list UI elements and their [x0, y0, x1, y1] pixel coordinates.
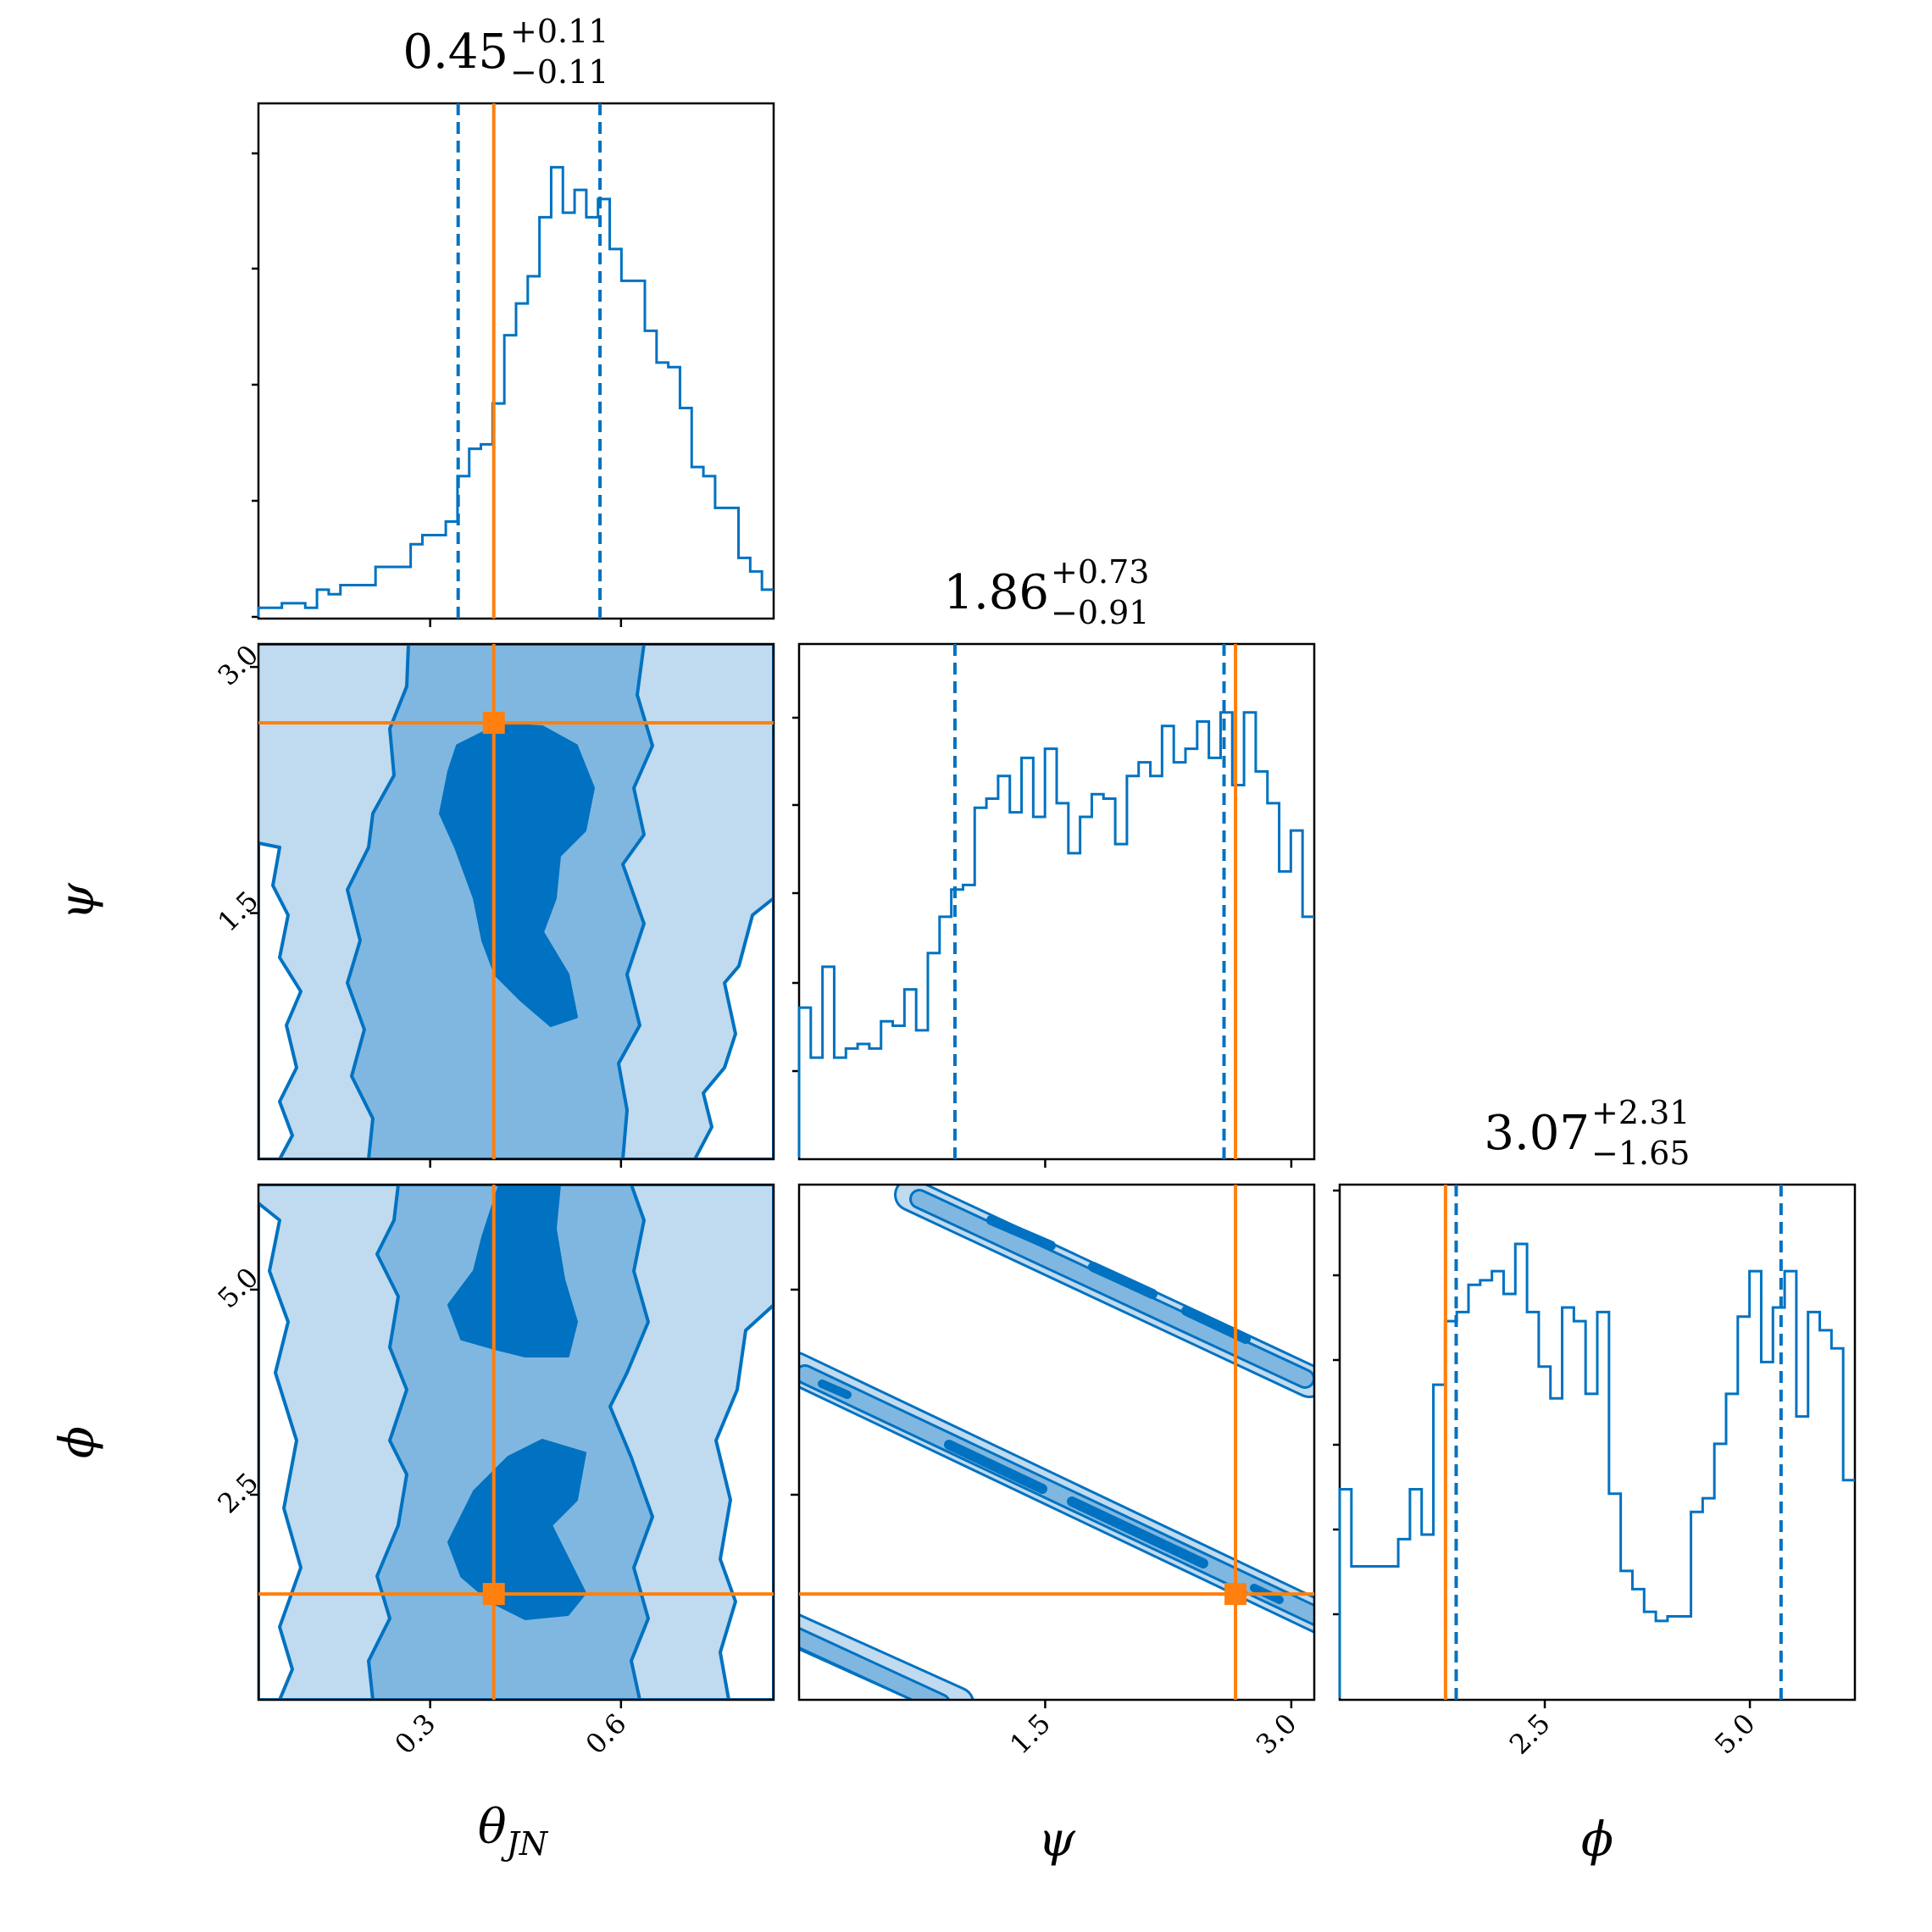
band-lower: [799, 1613, 974, 1700]
ytick-label: 2.5: [211, 1466, 264, 1519]
xtick-label: 2.5: [1503, 1707, 1557, 1761]
contour-gap-right: [714, 1303, 774, 1700]
xlabel-theta-jn-main: θ: [478, 1800, 507, 1855]
title-phi-plus: +2.31: [1591, 1094, 1690, 1131]
xlabel-theta-jn: θJN: [478, 1800, 549, 1863]
ylabel-psi: ψ: [50, 882, 105, 920]
xticks-phi-theta-jn: 0.3 0.6: [388, 1700, 633, 1761]
contour-level-3: [439, 723, 595, 1027]
xticks-phi-psi: 1.5 3.0: [1003, 1700, 1303, 1761]
xtick-label: 3.0: [1250, 1707, 1303, 1761]
histogram-theta-jn: [257, 103, 774, 619]
contour-gap-left: [258, 1202, 303, 1700]
title-psi-plus: +0.73: [1051, 553, 1149, 591]
band-upper: [894, 1185, 1314, 1398]
title-phi-median: 3.07: [1484, 1106, 1590, 1161]
yticks-phi-theta-jn: 2.5 5.0: [211, 1261, 264, 1519]
panel-hist-theta-jn: 0.45 +0.11 −0.11: [252, 13, 775, 627]
title-psi-median: 1.86: [943, 565, 1049, 620]
panel-hist-psi: 1.86 +0.73 −0.91: [792, 553, 1316, 1168]
ytick-label: 3.0: [211, 639, 264, 692]
truth-marker: [482, 711, 505, 734]
xtick-label: 0.6: [580, 1707, 633, 1761]
hist-xticks-psi: [1044, 1159, 1293, 1168]
title-phi-minus: −1.65: [1591, 1135, 1690, 1172]
xtick-label: 1.5: [1003, 1707, 1057, 1761]
histogram-phi: [1338, 1185, 1855, 1700]
hist-step-psi: [797, 711, 1314, 1158]
xtick-label: 0.3: [388, 1707, 441, 1761]
contour-level-3-upper: [447, 1185, 578, 1357]
histogram-psi: [797, 644, 1314, 1159]
contours-phi-theta-jn: [258, 1185, 774, 1700]
hist-frame-phi: [1338, 1183, 1857, 1702]
yticks-phi-psi: [791, 1288, 799, 1496]
ylabel-phi: ϕ: [50, 1426, 105, 1458]
contours-psi-theta-jn: [258, 644, 774, 1159]
frame-psi-theta-jn: [257, 642, 775, 1161]
truth-lines-phi-theta-jn: [258, 1185, 774, 1700]
hist-xticks-theta-jn: [429, 619, 623, 627]
panel-2d-psi-theta-jn: 1.5 3.0: [211, 639, 775, 1168]
contour-level-2: [367, 1185, 654, 1700]
xlabel-phi: ϕ: [1581, 1813, 1613, 1868]
hist-frame-theta-jn: [257, 102, 775, 620]
title-theta-jn-plus: +0.11: [510, 13, 608, 50]
contours-phi-psi: [799, 1185, 1314, 1700]
hist-yticks-phi: [1333, 1189, 1340, 1616]
ytick-label: 5.0: [211, 1261, 264, 1314]
xlabel-psi: ψ: [1038, 1813, 1076, 1868]
panel-hist-phi: 3.07 +2.31 −1.65 2.5 5.0: [1333, 1094, 1857, 1761]
contour-gap-right: [693, 897, 774, 1159]
title-theta-jn-median: 0.45: [402, 25, 508, 80]
hist-yticks-theta-jn: [252, 152, 258, 619]
hist-step-phi: [1338, 1242, 1855, 1698]
truth-marker: [482, 1583, 505, 1606]
xtick-label: 5.0: [1708, 1707, 1762, 1761]
frame-phi-theta-jn: [257, 1183, 775, 1702]
hist-xticks-phi: 2.5 5.0: [1503, 1700, 1762, 1761]
truth-marker: [1224, 1583, 1247, 1606]
ytick-label: 1.5: [211, 885, 264, 938]
hist-step-theta_JN: [257, 165, 774, 617]
title-psi-minus: −0.91: [1051, 594, 1149, 631]
xticks-psi-theta-jn: [429, 1159, 623, 1168]
truth-lines-psi-theta-jn: [258, 644, 774, 1159]
yticks-psi-theta-jn: 1.5 3.0: [211, 639, 264, 938]
band-middle: [799, 1352, 1314, 1634]
frame-phi-psi: [797, 1183, 1316, 1702]
panel-2d-phi-theta-jn: 2.5 5.0 0.3 0.6: [211, 1183, 775, 1761]
contour-gap-left: [258, 841, 303, 1159]
truth-lines-phi-psi: [799, 1185, 1314, 1700]
title-theta-jn-minus: −0.11: [510, 53, 608, 91]
panel-2d-phi-psi: 1.5 3.0: [791, 1183, 1316, 1761]
hist-frame-psi: [797, 642, 1316, 1161]
xlabel-theta-jn-sub: JN: [501, 1825, 549, 1863]
